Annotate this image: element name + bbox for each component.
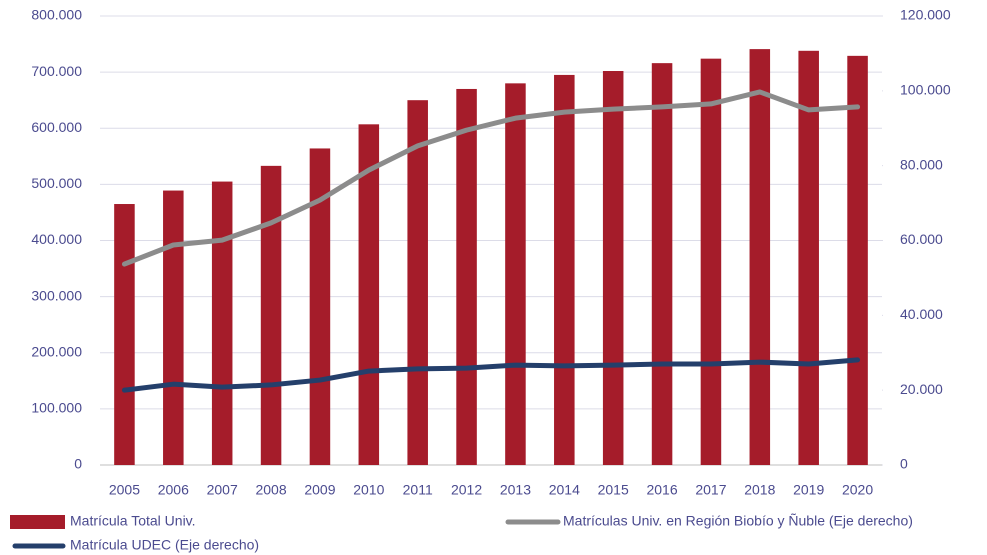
y2-tick-label: 20.000 (900, 381, 943, 397)
bar (358, 124, 380, 465)
x-tick-label: 2019 (793, 482, 824, 498)
y2-tick-label: 120.000 (900, 7, 951, 23)
x-tick-label: 2020 (842, 482, 873, 498)
bar (602, 71, 624, 465)
x-tick-label: 2006 (158, 482, 189, 498)
y2-tick-label: 0 (900, 456, 908, 472)
x-tick-label: 2010 (353, 482, 384, 498)
y-tick-label: 600.000 (31, 119, 82, 135)
bar (114, 204, 135, 466)
bar (456, 88, 477, 466)
x-tick-label: 2009 (304, 482, 335, 498)
y2-tick-label: 100.000 (900, 82, 951, 98)
bar (407, 100, 428, 465)
legend-label: Matrícula Total Univ. (70, 513, 196, 529)
bar (749, 49, 771, 466)
bar (554, 74, 575, 466)
y-tick-label: 500.000 (31, 175, 82, 191)
bar (309, 148, 331, 465)
bar (211, 181, 233, 465)
line (121, 357, 861, 393)
bar (505, 83, 526, 465)
line (121, 89, 861, 267)
x-tick-label: 2008 (255, 482, 286, 498)
y2-tick-label: 80.000 (900, 156, 943, 172)
bar (847, 55, 868, 465)
y-tick-label: 400.000 (31, 231, 82, 247)
x-tick-label: 2012 (451, 482, 482, 498)
y2-tick-label: 60.000 (900, 231, 943, 247)
x-tick-label: 2005 (109, 482, 140, 498)
y2-tick-label: 40.000 (900, 306, 943, 322)
y-tick-label: 300.000 (31, 287, 82, 303)
y-tick-label: 100.000 (31, 400, 82, 416)
x-tick-label: 2007 (207, 482, 238, 498)
x-tick-label: 2018 (744, 482, 775, 498)
bar (163, 190, 184, 465)
legend-label: Matrícula UDEC (Eje derecho) (70, 537, 259, 553)
y-tick-label: 800.000 (31, 7, 82, 23)
x-tick-label: 2014 (549, 482, 580, 498)
bar (260, 165, 282, 465)
x-tick-label: 2011 (403, 482, 433, 498)
legend-swatch (10, 515, 65, 529)
x-tick-label: 2013 (500, 482, 531, 498)
y-tick-label: 700.000 (31, 63, 82, 79)
y-tick-label: 0 (74, 456, 82, 472)
y-tick-label: 200.000 (31, 343, 82, 359)
x-tick-label: 2015 (598, 482, 629, 498)
x-tick-label: 2016 (646, 482, 677, 498)
legend-label: Matrículas Univ. en Región Biobío y Ñubl… (563, 513, 913, 529)
x-tick-label: 2017 (695, 482, 726, 498)
bar (651, 63, 673, 466)
bar (700, 58, 722, 465)
bar (798, 50, 819, 466)
